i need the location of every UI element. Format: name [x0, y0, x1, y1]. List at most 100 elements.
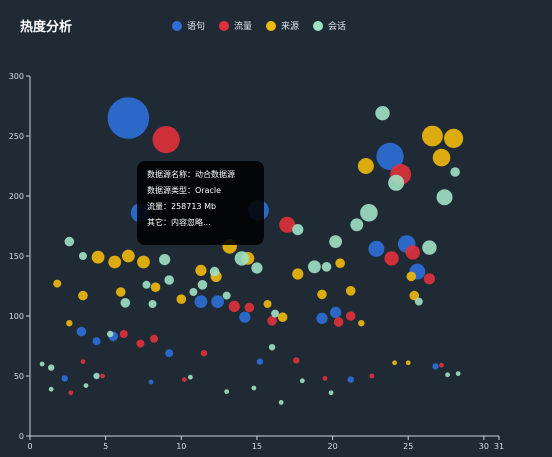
scatter-point[interactable] — [194, 295, 208, 308]
scatter-point[interactable] — [80, 359, 86, 364]
scatter-point[interactable] — [423, 273, 436, 285]
scatter-point[interactable] — [271, 309, 280, 318]
scatter-point[interactable] — [432, 363, 439, 370]
scatter-point[interactable] — [406, 271, 417, 282]
scatter-point[interactable] — [244, 302, 255, 313]
scatter-point[interactable] — [409, 290, 420, 301]
scatter-point[interactable] — [47, 364, 55, 371]
scatter-point[interactable] — [277, 312, 288, 323]
scatter-point[interactable] — [187, 374, 193, 380]
scatter-point[interactable] — [91, 250, 105, 264]
scatter-point[interactable] — [181, 377, 187, 382]
scatter-point[interactable] — [142, 280, 151, 289]
scatter-point[interactable] — [251, 385, 257, 391]
scatter-point[interactable] — [78, 252, 87, 260]
legend-item-traffic[interactable]: 流量 — [219, 19, 252, 32]
scatter-point[interactable] — [388, 174, 405, 191]
scatter-point[interactable] — [376, 142, 404, 170]
scatter-point[interactable] — [115, 287, 126, 297]
scatter-point[interactable] — [148, 379, 154, 385]
scatter-point[interactable] — [83, 383, 89, 388]
scatter-point[interactable] — [263, 300, 272, 308]
scatter-point[interactable] — [357, 158, 374, 174]
scatter-point[interactable] — [414, 297, 423, 306]
scatter-point[interactable] — [369, 373, 375, 379]
scatter-point[interactable] — [455, 371, 461, 376]
scatter-point[interactable] — [152, 126, 180, 154]
scatter-point[interactable] — [256, 358, 264, 365]
scatter-point[interactable] — [279, 216, 296, 233]
scatter-point[interactable] — [106, 330, 114, 338]
scatter-point[interactable] — [292, 224, 304, 236]
scatter-point[interactable] — [119, 330, 128, 338]
legend-item-statement[interactable]: 语句 — [172, 19, 205, 32]
scatter-point[interactable] — [48, 386, 54, 392]
scatter-point[interactable] — [228, 300, 240, 312]
scatter-point[interactable] — [195, 264, 207, 276]
scatter-point[interactable] — [222, 291, 231, 300]
scatter-point[interactable] — [278, 400, 284, 405]
scatter-point[interactable] — [66, 320, 73, 327]
scatter-point[interactable] — [61, 375, 68, 382]
scatter-point[interactable] — [39, 361, 45, 367]
scatter-point[interactable] — [121, 249, 135, 263]
scatter-point[interactable] — [53, 279, 62, 288]
scatter-point[interactable] — [78, 290, 88, 301]
scatter-point[interactable] — [100, 373, 106, 379]
scatter-point[interactable] — [405, 360, 411, 366]
scatter-point[interactable] — [444, 128, 464, 148]
scatter-point[interactable] — [197, 280, 208, 290]
scatter-point[interactable] — [251, 262, 263, 274]
scatter-point[interactable] — [164, 275, 174, 285]
scatter-point[interactable] — [189, 288, 198, 296]
scatter-point[interactable] — [137, 255, 150, 269]
scatter-point[interactable] — [322, 376, 328, 381]
scatter-point[interactable] — [368, 240, 385, 257]
scatter-point[interactable] — [224, 389, 230, 394]
scatter-point[interactable] — [234, 251, 250, 266]
scatter-point[interactable] — [239, 311, 251, 323]
scatter-point[interactable] — [92, 337, 101, 346]
scatter-point[interactable] — [136, 339, 145, 348]
scatter-point[interactable] — [64, 236, 75, 247]
scatter-point[interactable] — [329, 235, 343, 249]
scatter-point[interactable] — [317, 289, 327, 300]
scatter-point[interactable] — [293, 357, 300, 364]
scatter-point[interactable] — [268, 344, 276, 351]
scatter-point[interactable] — [422, 125, 443, 147]
scatter-point[interactable] — [200, 350, 208, 357]
scatter-point[interactable] — [148, 300, 157, 308]
scatter-point[interactable] — [432, 148, 451, 167]
scatter-point[interactable] — [316, 312, 328, 324]
scatter-point[interactable] — [209, 266, 220, 277]
scatter-point[interactable] — [436, 189, 453, 206]
scatter-point[interactable] — [450, 167, 460, 177]
scatter-point[interactable] — [350, 218, 364, 232]
scatter-point[interactable] — [93, 372, 100, 380]
scatter-point[interactable] — [292, 268, 304, 280]
scatter-point[interactable] — [120, 298, 131, 308]
scatter-point[interactable] — [392, 360, 398, 366]
scatter-point[interactable] — [108, 255, 122, 269]
scatter-point[interactable] — [405, 245, 420, 260]
scatter-point[interactable] — [150, 282, 161, 293]
scatter-point[interactable] — [335, 258, 345, 269]
scatter-point[interactable] — [328, 390, 334, 396]
legend-item-session[interactable]: 会话 — [313, 19, 346, 32]
scatter-point[interactable] — [422, 240, 437, 255]
scatter-point[interactable] — [176, 294, 187, 305]
scatter-point[interactable] — [384, 251, 399, 266]
scatter-point[interactable] — [330, 306, 342, 318]
scatter-point[interactable] — [165, 349, 174, 358]
scatter-point[interactable] — [211, 295, 225, 308]
scatter-point[interactable] — [375, 106, 390, 121]
scatter-point[interactable] — [345, 311, 356, 321]
scatter-point[interactable] — [439, 362, 444, 368]
scatter-point[interactable] — [445, 372, 450, 378]
scatter-point[interactable] — [76, 326, 87, 337]
scatter-point[interactable] — [347, 376, 354, 383]
scatter-point[interactable] — [68, 390, 74, 396]
scatter-point[interactable] — [299, 378, 305, 384]
scatter-point[interactable] — [150, 334, 159, 343]
scatter-point[interactable] — [308, 260, 321, 274]
